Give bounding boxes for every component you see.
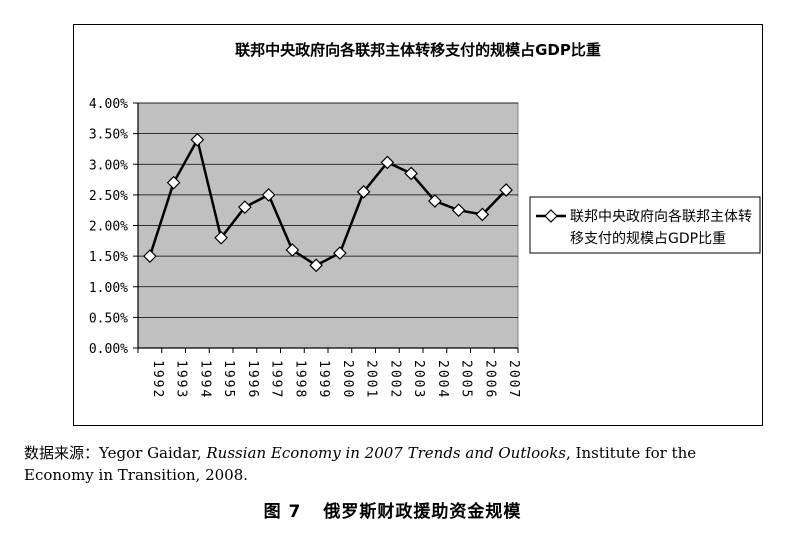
chart-title: 联邦中央政府向各联邦主体转移支付的规模占GDP比重 [235,41,601,59]
x-tick-label: 1999 [316,360,331,399]
y-tick-label: 1.50% [89,250,128,265]
y-tick-label: 3.50% [89,128,128,143]
x-tick-label: 1997 [269,360,284,399]
source-note: 数据来源：Yegor Gaidar, Russian Economy in 20… [24,442,764,486]
data-point [451,203,466,218]
data-point [190,132,205,147]
x-tick-label: 2001 [364,360,379,399]
x-tick-label: 1993 [174,360,189,399]
x-tick-label: 1992 [150,360,165,399]
y-tick-label: 1.00% [89,281,128,296]
data-point [475,207,490,222]
x-tick-label: 1995 [221,360,236,399]
x-tick-label: 2007 [506,360,521,399]
data-point [356,184,371,199]
x-tick-label: 2002 [387,360,402,399]
x-tick-label: 2005 [459,360,474,399]
data-point [238,200,252,214]
y-tick-label: 0.00% [89,342,128,357]
x-tick-label: 2004 [435,360,450,399]
data-point [404,166,418,181]
line-chart: 联邦中央政府向各联邦主体转移支付的规模占GDP比重 0.00% 0.50% 1.00%… [89,41,761,399]
y-tick-label: 4.00% [89,97,128,112]
x-tick-label: 2006 [482,360,497,399]
data-point [428,194,442,208]
x-tick-label: 2000 [340,360,355,399]
data-point [214,230,228,245]
data-point [261,188,276,202]
y-tick-label: 2.50% [89,189,128,204]
series-line [148,136,508,267]
data-point [380,155,395,170]
legend-label-line2: 移支付的规模占GDP比重 [570,231,726,247]
source-work: Russian Economy in 2007 Trends and Outlo… [206,444,567,462]
source-author: Yegor Gaidar, [99,444,207,462]
x-tick-label: 1998 [292,360,307,399]
figure-title: 俄罗斯财政援助资金规模 [323,502,522,522]
y-tick-label: 2.00% [89,220,128,235]
x-tick-label: 1996 [245,360,260,399]
data-point [143,249,157,263]
source-rest: , Institute for the Economy in Transitio… [24,444,697,484]
chart-frame: 联邦中央政府向各联邦主体转移支付的规模占GDP比重 0.00% 0.50% 1.00%… [73,24,763,426]
figure-label: 图 7 [263,502,302,522]
x-tick-label: 1994 [197,360,212,399]
legend-marker [544,209,558,223]
legend-box [529,196,761,254]
y-tick-label: 3.00% [89,158,128,173]
data-point [309,258,323,273]
figure-caption: 图 7 俄罗斯财政援助资金规模 [0,497,785,522]
legend-label-line1: 联邦中央政府向各联邦主体转 [570,209,752,225]
source-lead: 数据来源： [24,444,100,462]
data-point [499,183,513,197]
data-point [285,243,300,257]
y-tick-label: 0.50% [89,311,128,326]
data-point [166,175,181,190]
x-tick-label: 2003 [411,360,426,399]
data-point [333,246,347,260]
